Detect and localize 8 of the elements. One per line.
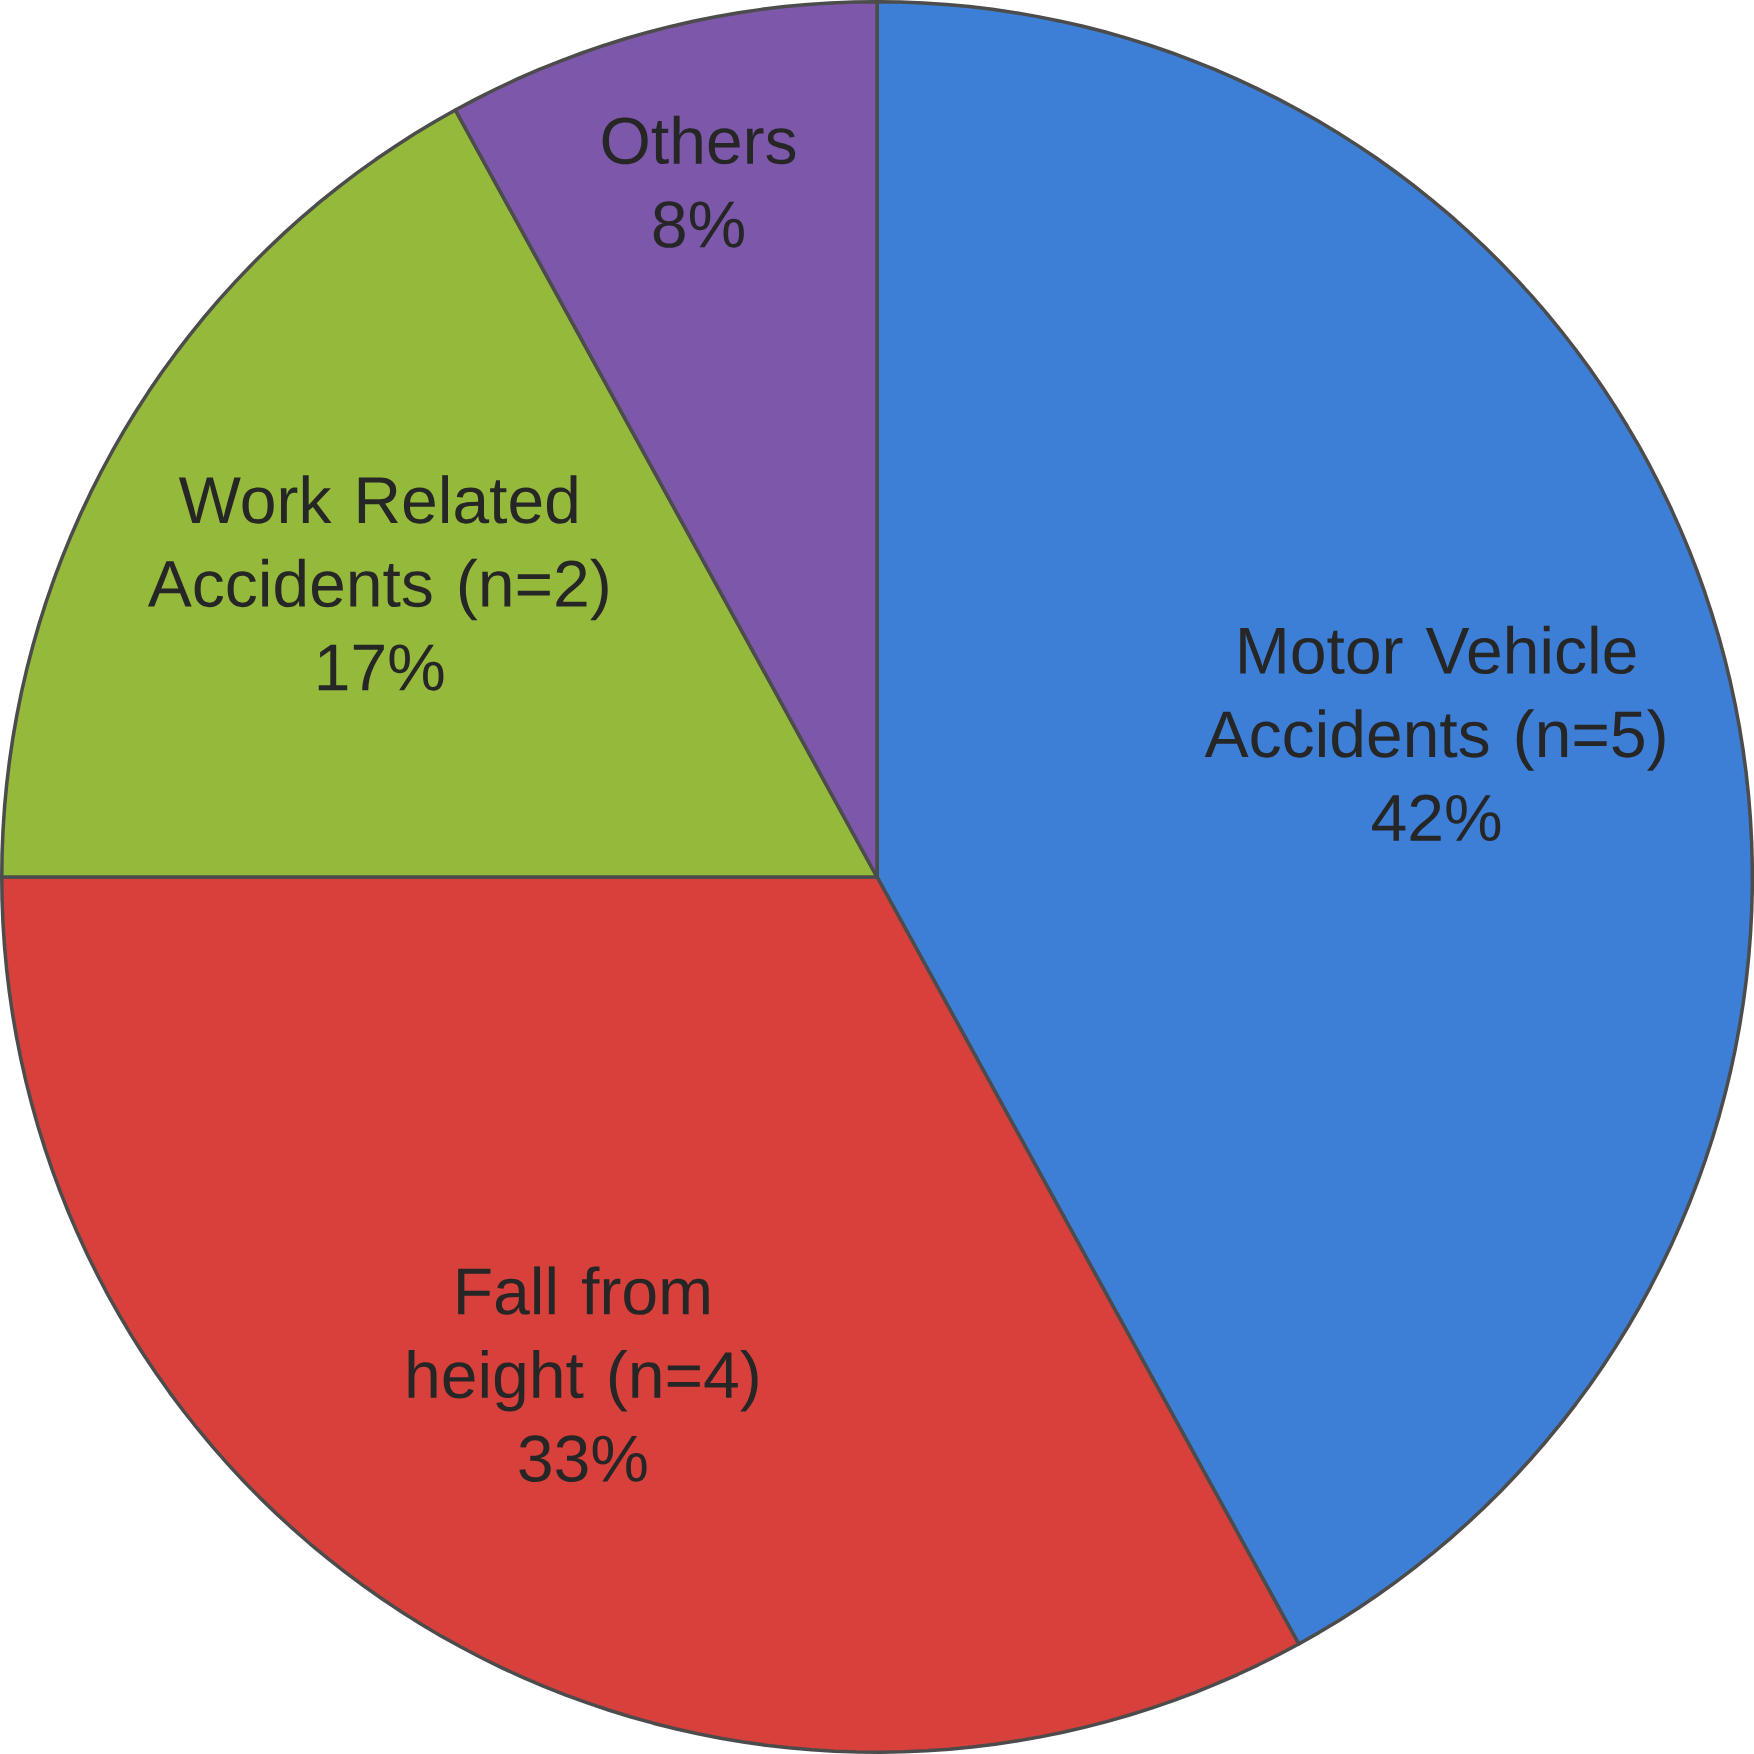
slice-label: Work Related Accidents (n=2) bbox=[147, 475, 608, 621]
slice-label: Others bbox=[602, 115, 796, 165]
data-label: 33% bbox=[519, 1435, 647, 1483]
data-label: 42% bbox=[1372, 794, 1501, 842]
data-label: 8% bbox=[653, 201, 744, 248]
slice-label: Motor Vehicle Accidents (n=5) bbox=[1204, 625, 1665, 771]
slice-label: Fall from height (n=4) bbox=[408, 1266, 758, 1412]
data-label: 17% bbox=[318, 644, 444, 691]
